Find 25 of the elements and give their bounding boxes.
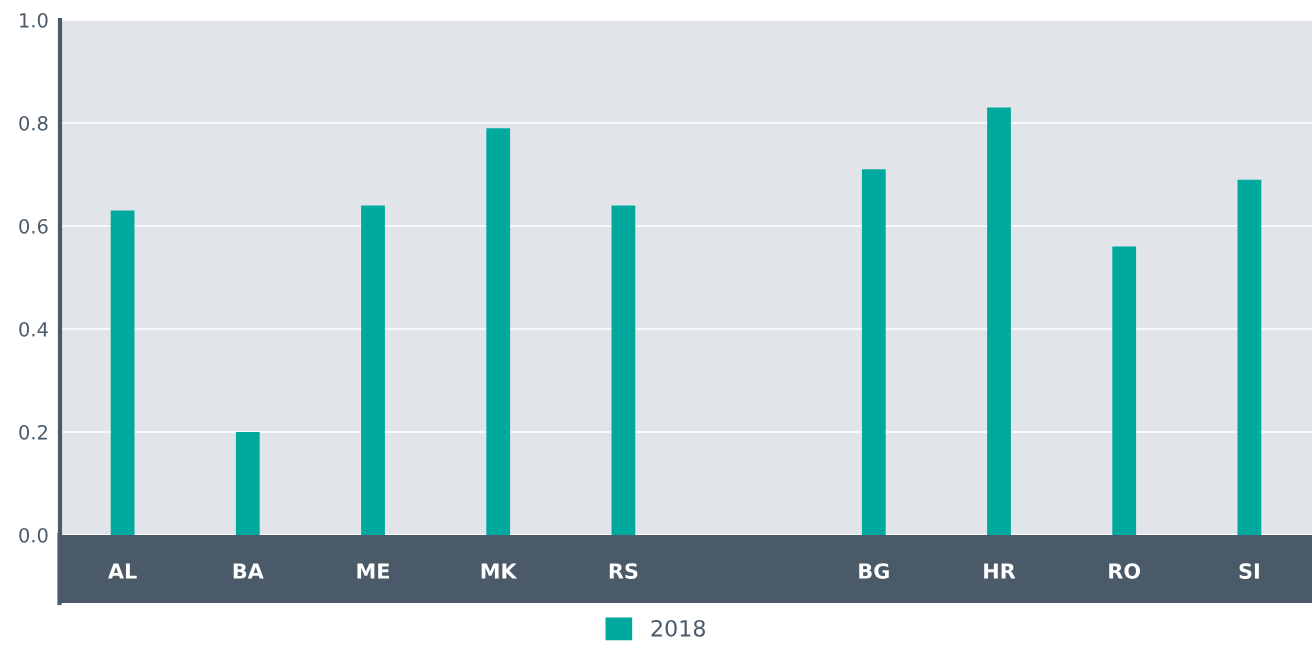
bar (1112, 246, 1137, 535)
y-tick-label: 0.8 (19, 115, 48, 131)
bar (110, 210, 135, 535)
bar (861, 169, 886, 535)
x-tick-label: RS (609, 563, 638, 579)
y-tick-label: 0.4 (19, 321, 48, 337)
x-tick-label: SI (1239, 563, 1259, 579)
x-tick-label: MK (481, 563, 518, 579)
x-tick-label: HR (984, 563, 1016, 579)
y-tick-label: 0.2 (19, 424, 47, 440)
y-tick-label: 0.6 (19, 218, 48, 234)
bar (611, 205, 636, 535)
bar (361, 205, 385, 535)
y-tick-label: 0.0 (19, 527, 48, 543)
x-tick-label: BA (233, 563, 264, 579)
x-tick-label: RO (1109, 563, 1141, 579)
y-tick-label: 1.0 (20, 12, 48, 28)
bar (235, 432, 260, 535)
bar (987, 107, 1011, 535)
x-tick-label: BG (859, 563, 889, 579)
bar (1237, 179, 1262, 535)
legend-label: 2018 (651, 619, 705, 637)
x-tick-label: AL (108, 563, 137, 579)
x-tick-label: ME (357, 563, 389, 579)
bar (486, 128, 511, 535)
